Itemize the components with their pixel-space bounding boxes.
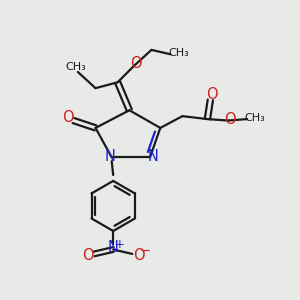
- Text: CH₃: CH₃: [245, 113, 266, 123]
- Text: O: O: [62, 110, 74, 125]
- Text: O: O: [225, 112, 236, 127]
- Text: N: N: [105, 149, 116, 164]
- Text: CH₃: CH₃: [168, 48, 189, 59]
- Text: CH₃: CH₃: [65, 62, 86, 72]
- Text: O: O: [133, 248, 145, 263]
- Text: O: O: [82, 248, 93, 263]
- Text: N: N: [108, 240, 118, 255]
- Text: O: O: [130, 56, 142, 71]
- Text: +: +: [115, 238, 124, 251]
- Text: O: O: [206, 87, 218, 102]
- Text: N: N: [148, 149, 158, 164]
- Text: −: −: [140, 245, 151, 258]
